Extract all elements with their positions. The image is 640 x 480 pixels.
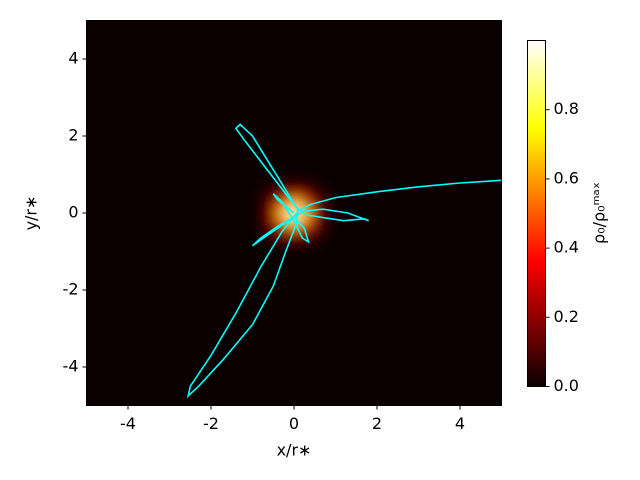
density-cell bbox=[257, 198, 269, 209]
density-cell bbox=[319, 237, 331, 248]
x-tick-label: -4 bbox=[120, 414, 136, 433]
colorbar-tick-label: 0.2 bbox=[554, 307, 579, 326]
density-cell bbox=[299, 227, 311, 238]
density-cell bbox=[299, 188, 311, 200]
y-tick-label: 4 bbox=[68, 49, 78, 68]
colorbar bbox=[527, 40, 546, 387]
y-tick-label: -2 bbox=[63, 280, 79, 299]
colorbar-tick-label: 0.4 bbox=[554, 238, 579, 257]
x-tick-label: -2 bbox=[203, 414, 219, 433]
density-cell bbox=[319, 227, 331, 238]
density-cell bbox=[257, 237, 269, 248]
density-cell bbox=[309, 188, 321, 200]
plot-area bbox=[86, 20, 502, 406]
y-tick-label: -4 bbox=[63, 357, 79, 376]
colorbar-tick-label: 0.0 bbox=[554, 376, 579, 395]
density-cell bbox=[257, 208, 269, 219]
density-cell bbox=[288, 237, 300, 248]
density-cell bbox=[309, 208, 321, 219]
density-cell bbox=[268, 198, 279, 209]
density-cell bbox=[268, 237, 279, 248]
density-cell bbox=[299, 237, 311, 248]
y-tick-label: 2 bbox=[68, 126, 78, 145]
density-cell bbox=[319, 179, 331, 190]
density-cell bbox=[319, 188, 331, 200]
x-tick-label: 0 bbox=[289, 414, 299, 433]
density-cell bbox=[319, 208, 331, 219]
y-axis-label: y/r∗ bbox=[22, 196, 41, 231]
density-cell bbox=[278, 237, 290, 248]
density-cell bbox=[257, 179, 269, 190]
density-cell bbox=[288, 208, 300, 219]
colorbar-tick-label: 0.8 bbox=[554, 99, 579, 118]
density-cell bbox=[278, 188, 290, 200]
colorbar-label: ρ₀/ρ₀ᵐᵃˣ bbox=[590, 182, 609, 244]
density-cell bbox=[257, 188, 269, 200]
density-cell bbox=[268, 179, 279, 190]
density-cell bbox=[309, 237, 321, 248]
trajectory bbox=[186, 123, 502, 399]
density-cell bbox=[278, 179, 290, 190]
colorbar-tick-label: 0.6 bbox=[554, 168, 579, 187]
x-tick-label: 2 bbox=[372, 414, 382, 433]
density-cell bbox=[309, 217, 321, 228]
density-cell bbox=[278, 227, 290, 238]
density-cell bbox=[268, 217, 279, 228]
density-cell bbox=[257, 227, 269, 238]
density-cell bbox=[278, 208, 290, 219]
density-cell bbox=[268, 208, 279, 219]
x-axis-label: x/r∗ bbox=[277, 441, 312, 460]
density-cell bbox=[309, 179, 321, 190]
density-cell bbox=[299, 198, 311, 209]
density-cell bbox=[268, 227, 279, 238]
density-cell bbox=[299, 179, 311, 190]
density-cell bbox=[288, 188, 300, 200]
density-cell bbox=[288, 227, 300, 238]
density-cell bbox=[309, 227, 321, 238]
y-tick-label: 0 bbox=[68, 203, 78, 222]
density-cell bbox=[257, 217, 269, 228]
x-tick-label: 4 bbox=[455, 414, 465, 433]
density-cell bbox=[288, 179, 300, 190]
density-cell bbox=[299, 217, 311, 228]
density-cell bbox=[319, 217, 331, 228]
density-cell bbox=[319, 198, 331, 209]
density-field bbox=[257, 179, 331, 248]
